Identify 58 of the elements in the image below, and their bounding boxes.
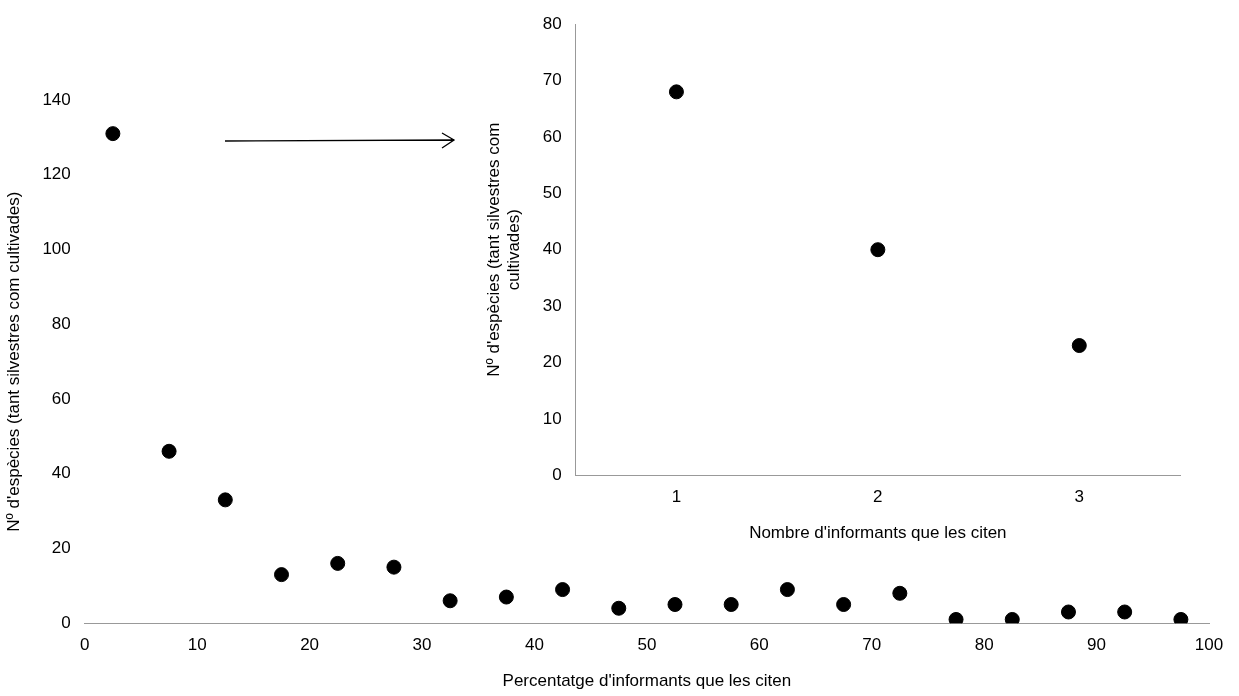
x-tick-label: 100 [1194,635,1224,655]
x-tick-label: 3 [1074,487,1085,507]
y-tick-label: 10 [542,408,562,428]
point [386,559,402,575]
y-tick-label: 40 [51,463,71,483]
point [948,611,964,624]
x-axis-title: Nombre d'informants que les citen [749,523,1007,543]
y-tick-label: 120 [42,164,71,184]
point [723,597,739,613]
y-tick-label: 80 [51,313,71,333]
point [1071,338,1087,354]
y-tick-label: 20 [542,352,562,372]
x-tick-label: 10 [187,635,207,655]
point [555,582,571,598]
y-tick-label: 40 [542,239,562,259]
x-tick-label: 2 [873,487,883,507]
x-tick-label: 80 [974,635,994,655]
x-tick-label: 40 [525,635,544,655]
point [611,600,627,616]
point [1173,611,1189,624]
y-tick-label: 60 [51,388,71,408]
y-tick-label: 50 [542,183,562,203]
y-tick-label: 30 [542,295,562,315]
y-tick-label: 20 [51,538,71,558]
point [1004,611,1020,624]
point [442,593,458,609]
y-tick-label: 60 [542,126,562,146]
point [870,242,886,258]
y-tick-label: 0 [552,464,562,484]
point [274,567,290,583]
x-tick-label: 60 [749,635,769,655]
x-tick-label: 30 [412,635,432,655]
y-axis-title: Nº d'espècies (tant silvestres com cultivades) [483,122,524,377]
x-tick-label: 1 [671,487,682,507]
x-axis-title: Percentatge d'informants que les citen [502,671,792,691]
x-tick-label: 20 [300,635,320,655]
point [779,582,795,598]
y-tick-label: 80 [542,13,562,33]
point [161,443,177,459]
point [1060,604,1076,620]
point [498,589,514,605]
y-tick-label: 70 [542,70,562,90]
y-tick-label: 140 [42,89,71,109]
y-tick-label: 100 [42,239,71,259]
point [1117,604,1133,620]
point [892,585,908,601]
point [330,555,346,571]
point [217,492,233,508]
x-tick-label: 0 [80,635,90,655]
x-tick-label: 50 [637,635,657,655]
x-tick-label: 90 [1087,635,1107,655]
x-tick-label: 70 [862,635,882,655]
point [836,597,852,613]
point [668,84,684,100]
y-axis-title: Nº d'espècies (tant silvestres com cultivades) [3,191,23,532]
point [105,126,121,142]
y-tick-label: 0 [61,612,71,632]
point [667,597,683,613]
